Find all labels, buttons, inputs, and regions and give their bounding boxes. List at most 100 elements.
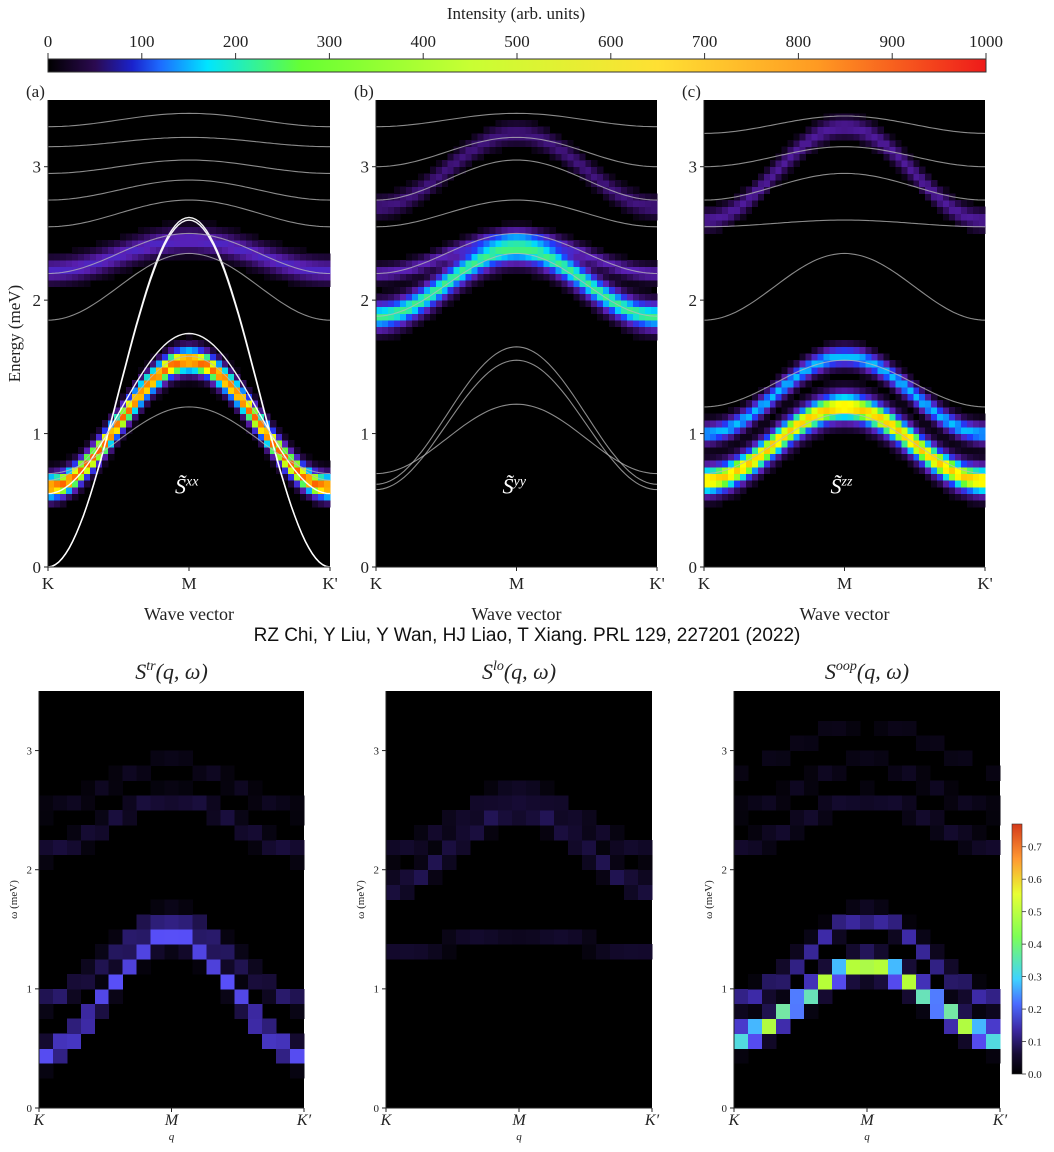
heatmap-cell [907,460,914,468]
heatmap-cell [216,360,223,368]
heatmap-cell [248,795,263,811]
heatmap-cell [804,765,819,781]
heatmap-cell [459,280,467,288]
heatmap-cell [823,120,830,128]
colorbar-ticks: 0 100 200 300 400 500 600 700 800 900 1000 [44,32,1003,59]
heatmap-cell [709,480,717,488]
heatmap-cell [829,426,836,434]
heatmap-cell [847,133,854,141]
heatmap-cell [621,300,628,308]
heatmap-cell [489,273,496,281]
heatmap-cell [805,366,813,374]
heatmap-cell [543,246,550,254]
heatmap-cell [979,480,986,488]
heatmap-cell [276,253,283,261]
heatmap-cell [930,780,945,796]
heatmap-cell [540,795,555,811]
heatmap-cell [573,253,580,261]
heatmap-cell [411,193,419,201]
heatmap-cell [162,346,169,354]
heatmap-cell [609,260,616,268]
heatmap-cell [895,400,902,408]
heatmap-cell [871,420,878,428]
heatmap-cell [174,253,181,261]
heatmap-cell [883,380,890,388]
heatmap-cell [865,366,872,374]
heatmap-cell [799,373,807,381]
heatmap-cell [805,433,813,441]
heatmap-cell [967,426,974,434]
heatmap-cell [775,153,783,161]
heatmap-cell [132,246,139,254]
heatmap-cell [811,133,818,141]
heatmap-cell [943,420,950,428]
heatmap-cell [775,413,783,421]
heatmap-cell [248,780,263,796]
heatmap-cell [180,233,187,241]
heatmap-cell [507,260,514,268]
heatmap-cell [210,366,217,374]
heatmap-cell [651,273,658,281]
heatmap-cell [874,944,889,960]
heatmap-cell [501,240,508,248]
heatmap-cell [264,440,271,448]
heatmap-cell [90,273,97,281]
heatmap-cell [925,180,932,188]
heatmap-cell [931,440,938,448]
heatmap-cell [132,413,139,421]
heatmap-cell [150,929,165,945]
heatmap-cell [573,153,580,161]
heatmap-cell [787,160,795,168]
heatmap-cell [174,226,181,234]
heatmap-cell [930,825,945,841]
heatmap-cell [603,260,610,268]
heatmap-cell [907,393,914,401]
heatmap-cell [596,839,611,856]
heatmap-cell [633,320,640,328]
heatmap-cell [739,453,747,461]
heatmap-cell [270,240,277,248]
heatmap-cell [734,795,749,811]
heatmap-cell [429,173,437,181]
y-axis-label: ω (meV) [8,880,20,919]
heatmap-cell [979,413,986,421]
heatmap-cell [447,240,455,248]
heatmap-cell [465,280,473,288]
heatmap-cell [579,253,586,261]
heatmap-cell [144,253,151,261]
heatmap-cell [859,360,866,368]
x-tick-label: K [380,1112,393,1129]
heatmap-cell [48,466,55,474]
heatmap-cell [901,426,908,434]
x-tick-label: K [370,574,383,593]
heatmap-cell [386,869,401,885]
heatmap-cell [818,810,833,826]
heatmap-cell [264,426,271,434]
heatmap-cell [763,400,771,408]
heatmap-cell [102,426,109,434]
heatmap-cell [949,446,956,454]
heatmap-cell [282,246,289,254]
heatmap-cell [609,173,616,181]
heatmap-cell [258,426,265,434]
heatmap-cell [829,420,836,428]
heatmap-cell [262,973,277,990]
heatmap-cell [180,240,187,248]
heatmap-cell [48,486,55,495]
colorbar2-ticks: 0.00.10.20.30.40.50.60.7 [1022,842,1042,1081]
heatmap-cell [781,406,789,414]
y-tick-label: 3 [361,158,370,177]
heatmap-cell [495,140,502,148]
y-tick-label: 0 [27,1103,33,1115]
heatmap-cell [817,373,824,381]
heatmap-cell [739,426,747,434]
heatmap-cell [775,180,783,188]
heatmap-cell [811,366,818,374]
heatmap-cell [609,313,616,321]
heatmap-cell [525,266,532,274]
heatmap-cell [414,869,429,885]
heatmap-cell [216,233,223,241]
heatmap-cell [537,246,544,254]
heatmap-cell [621,273,628,281]
